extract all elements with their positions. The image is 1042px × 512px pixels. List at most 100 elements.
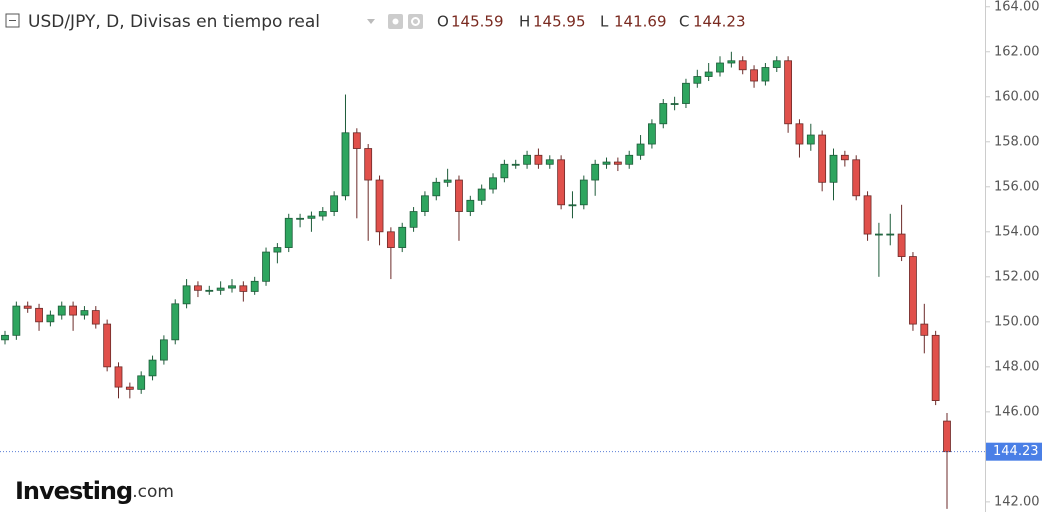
candle [455, 175, 463, 241]
candle [875, 222, 883, 277]
candle-body [943, 420, 951, 453]
candle-body [35, 307, 43, 323]
candle [46, 310, 55, 327]
candle [239, 281, 248, 302]
candle [205, 285, 214, 295]
candle-body [125, 386, 134, 390]
ohlc-letter: C [679, 13, 689, 31]
candle [579, 175, 588, 210]
candle-body [137, 375, 146, 390]
candle [194, 281, 202, 298]
candle [568, 191, 577, 219]
candle [795, 119, 804, 158]
candle [704, 63, 713, 82]
candle [534, 148, 543, 169]
candle-body [523, 154, 531, 165]
candle [818, 130, 827, 192]
candle-body [931, 334, 940, 401]
y-tick-label: 150.00 [994, 314, 1040, 329]
ohlc-letter: L [600, 13, 609, 31]
candle [228, 279, 236, 293]
y-tick-label: 162.00 [994, 44, 1040, 59]
candle-body [795, 123, 804, 145]
candle-body [534, 154, 543, 165]
candle [500, 159, 509, 183]
candle [466, 195, 475, 217]
candle-body [194, 285, 202, 291]
candle [682, 78, 690, 109]
candle [523, 150, 531, 169]
candle-body [443, 179, 452, 183]
candle [443, 168, 452, 187]
y-tick-label: 164.00 [994, 0, 1040, 14]
candle-body [852, 159, 861, 197]
candle [114, 362, 123, 399]
candle [262, 247, 270, 286]
candle [273, 243, 282, 264]
candle [12, 301, 21, 340]
candle-body [829, 154, 838, 183]
candle-body [897, 233, 906, 257]
candle-body [330, 195, 339, 212]
settings-icon[interactable] [408, 14, 423, 29]
candle [659, 99, 668, 129]
candle-body [489, 177, 497, 190]
candle [69, 301, 77, 331]
candle [489, 173, 497, 194]
candle [386, 227, 395, 280]
candle [398, 222, 407, 253]
candle [716, 56, 724, 77]
candle [23, 301, 32, 313]
ohlc-value: 141.69 [614, 13, 667, 31]
candle [80, 306, 89, 320]
candle [159, 335, 168, 365]
candle-body [716, 62, 724, 73]
candle [137, 371, 146, 394]
candle-body [1, 334, 9, 341]
candle-body [500, 163, 509, 179]
candle-body [239, 285, 248, 292]
candle [625, 150, 634, 169]
candle-body [421, 195, 429, 212]
settings-icon-gear [411, 17, 420, 26]
candle [250, 276, 259, 295]
ohlc-value: 145.95 [533, 13, 586, 31]
y-tick-label: 152.00 [994, 269, 1040, 284]
candle-body [579, 179, 588, 206]
candle [920, 303, 929, 354]
candle-body [69, 305, 77, 316]
candle-body [636, 143, 645, 156]
candle-body [455, 179, 463, 212]
candle-body [318, 211, 327, 217]
candle [1, 330, 9, 345]
candle [648, 119, 656, 149]
candle-body [386, 231, 395, 248]
candle [216, 281, 225, 295]
y-tick-label: 156.00 [994, 179, 1040, 194]
y-tick-label: 146.00 [994, 404, 1040, 419]
candle-body [114, 366, 123, 388]
collapse-icon[interactable] [5, 13, 20, 28]
ohlc-value: 145.59 [451, 13, 504, 31]
watermark-domain: .com [132, 482, 174, 502]
candle-body [23, 305, 32, 309]
candle-body [863, 195, 872, 235]
eye-icon-pupil [392, 18, 399, 25]
candle [943, 412, 951, 509]
candle-body [250, 280, 259, 292]
candle-body [171, 303, 180, 341]
candle [693, 69, 702, 88]
candle-body [262, 251, 270, 282]
candle [171, 299, 180, 345]
candle-body [341, 132, 350, 197]
candle-body [159, 339, 168, 361]
candle [772, 56, 781, 73]
dropdown-arrow[interactable] [367, 19, 375, 24]
candle-body [228, 285, 236, 289]
candle [296, 213, 304, 228]
candle [784, 56, 793, 133]
candle [670, 96, 679, 111]
candle [931, 330, 940, 406]
candle [125, 382, 134, 399]
candle-body [273, 247, 282, 253]
